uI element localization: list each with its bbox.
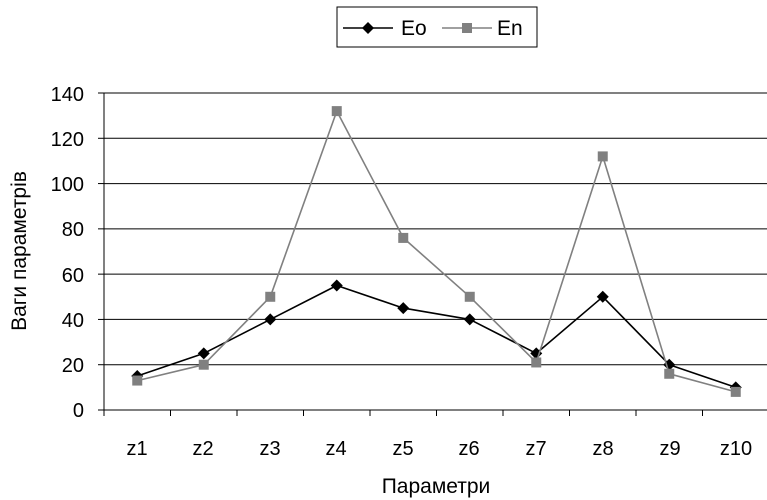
legend-eo-label: Eo [401,17,427,40]
series-eo [131,279,742,394]
data-point-eo [330,279,343,292]
x-tick-label: z1 [126,438,147,460]
data-point-en [331,106,342,117]
x-tick-label: z8 [592,438,613,460]
series-layer [131,106,742,397]
y-axis-title: Ваги параметрів [8,171,31,331]
legend-en-label: En [497,17,523,40]
y-tick-label: 80 [62,219,84,241]
series-en [132,106,741,397]
y-tick-label: 20 [62,355,84,377]
x-tick-label: z7 [525,438,546,460]
data-point-en [265,291,276,302]
y-tick-label: 100 [51,174,84,196]
data-point-en [132,375,143,386]
x-axis-title: Параметри [382,475,491,498]
series-line-en [137,110,737,393]
y-tick-label: 140 [51,84,84,106]
data-point-en [398,232,409,243]
x-tick-label: z10 [720,438,752,460]
gridlines [104,92,767,366]
legend-en-marker [462,23,472,33]
x-tick-label: z4 [325,438,346,460]
data-point-eo [463,313,476,326]
x-tick-label: z6 [458,438,479,460]
y-tick-label: 60 [62,265,84,287]
data-point-en [464,291,475,302]
data-point-en [730,386,741,397]
data-point-eo [264,313,277,326]
x-tick-label: z5 [392,438,413,460]
legend-eo-marker [362,22,374,34]
y-tick-labels: 0 20 40 60 80 100 120 140 [51,84,84,422]
data-point-eo [197,347,210,360]
y-tick-label: 0 [73,400,84,422]
x-tick-labels: z1 z2 z3 z4 z5 z6 z7 z8 z9 z10 [126,438,752,460]
legend: Eo En [336,6,538,48]
x-tick-label: z3 [259,438,280,460]
data-point-en [597,151,608,162]
y-tick-label: 120 [51,129,84,151]
x-tick-label: z2 [192,438,213,460]
data-point-eo [397,302,410,315]
data-point-en [664,368,675,379]
data-point-eo [530,347,543,360]
y-tick-label: 40 [62,310,84,332]
x-tick-label: z9 [659,438,680,460]
data-point-en [198,359,209,370]
data-point-en [531,357,542,368]
axes [98,92,767,416]
series-line-eo [137,284,737,389]
data-point-eo [596,290,609,303]
